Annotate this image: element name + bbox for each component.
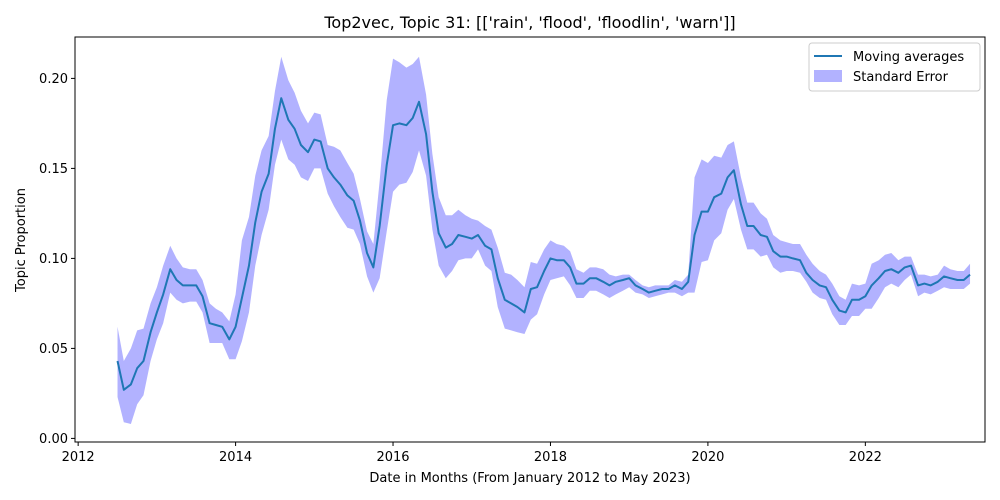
- y-tick-label: 0.00: [39, 432, 68, 447]
- x-tick-label: 2016: [376, 450, 409, 465]
- x-tick-label: 2018: [534, 450, 567, 465]
- chart-title: Top2vec, Topic 31: [['rain', 'flood', 'f…: [323, 13, 735, 32]
- y-tick-label: 0.05: [39, 342, 68, 357]
- legend: Moving averages Standard Error: [808, 42, 981, 92]
- plot-area: [74, 36, 986, 443]
- legend-label-standard-error: Standard Error: [853, 70, 949, 85]
- legend-label-moving-averages: Moving averages: [853, 50, 964, 65]
- x-tick-label: 2012: [62, 450, 95, 465]
- x-tick-label: 2020: [691, 450, 724, 465]
- x-tick-label: 2022: [849, 450, 882, 465]
- legend-box: [808, 42, 981, 92]
- y-tick-label: 0.20: [39, 72, 68, 87]
- plot-frame: [74, 36, 986, 443]
- standard-error-band: [117, 56, 971, 425]
- y-tick-label: 0.15: [39, 162, 68, 177]
- band-layer: [117, 56, 971, 425]
- x-tick-label: 2014: [219, 450, 252, 465]
- y-tick-label: 0.10: [39, 252, 68, 267]
- x-axis: 2012 2014 2016 2018 2020 2022: [62, 442, 882, 465]
- moving-averages-line: [116, 97, 971, 391]
- y-axis: 0.00 0.05 0.10 0.15 0.20: [39, 72, 75, 447]
- x-axis-title: Date in Months (From January 2012 to May…: [369, 471, 690, 486]
- legend-band-swatch: [814, 70, 842, 82]
- line-layer: [116, 97, 971, 391]
- y-axis-title: Topic Proportion: [14, 188, 29, 293]
